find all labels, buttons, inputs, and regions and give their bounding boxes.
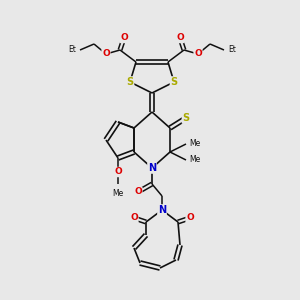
Text: Et: Et: [68, 46, 76, 55]
Text: Me: Me: [112, 189, 124, 198]
Text: Me: Me: [189, 140, 200, 148]
Text: O: O: [114, 167, 122, 176]
Text: O: O: [176, 34, 184, 43]
Text: S: S: [182, 113, 190, 123]
Text: S: S: [126, 77, 134, 87]
Text: O: O: [186, 214, 194, 223]
Text: O: O: [134, 188, 142, 196]
Text: N: N: [148, 163, 156, 173]
Text: S: S: [170, 77, 178, 87]
Text: O: O: [120, 34, 128, 43]
Text: O: O: [194, 50, 202, 58]
Text: Me: Me: [189, 155, 200, 164]
Text: Et: Et: [228, 46, 236, 55]
Text: O: O: [130, 214, 138, 223]
Text: N: N: [158, 205, 166, 215]
Text: O: O: [102, 50, 110, 58]
